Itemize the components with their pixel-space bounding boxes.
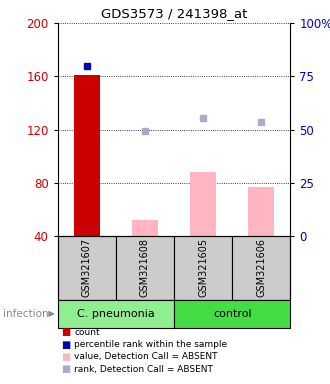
Text: percentile rank within the sample: percentile rank within the sample (74, 340, 227, 349)
Text: ■: ■ (61, 339, 71, 349)
Bar (58, 236, 116, 300)
Text: GSM321606: GSM321606 (256, 238, 266, 297)
Bar (116, 236, 174, 300)
Bar (190, 172, 216, 236)
Text: value, Detection Call = ABSENT: value, Detection Call = ABSENT (74, 353, 218, 361)
Text: GSM321605: GSM321605 (198, 238, 208, 297)
Text: GSM321608: GSM321608 (140, 238, 150, 297)
Text: rank, Detection Call = ABSENT: rank, Detection Call = ABSENT (74, 365, 213, 374)
Text: ■: ■ (61, 364, 71, 374)
Title: GDS3573 / 241398_at: GDS3573 / 241398_at (101, 7, 247, 20)
Text: infection: infection (3, 309, 49, 319)
Text: count: count (74, 328, 100, 337)
Bar (174, 300, 290, 328)
Text: ■: ■ (61, 352, 71, 362)
Text: ■: ■ (61, 327, 71, 337)
Bar (74, 75, 100, 236)
Bar (174, 236, 232, 300)
Bar (232, 236, 290, 300)
Bar (132, 220, 158, 236)
Text: C. pneumonia: C. pneumonia (77, 309, 155, 319)
Text: control: control (213, 309, 251, 319)
Bar (58, 300, 174, 328)
Bar (248, 187, 275, 236)
Text: GSM321607: GSM321607 (82, 238, 92, 297)
